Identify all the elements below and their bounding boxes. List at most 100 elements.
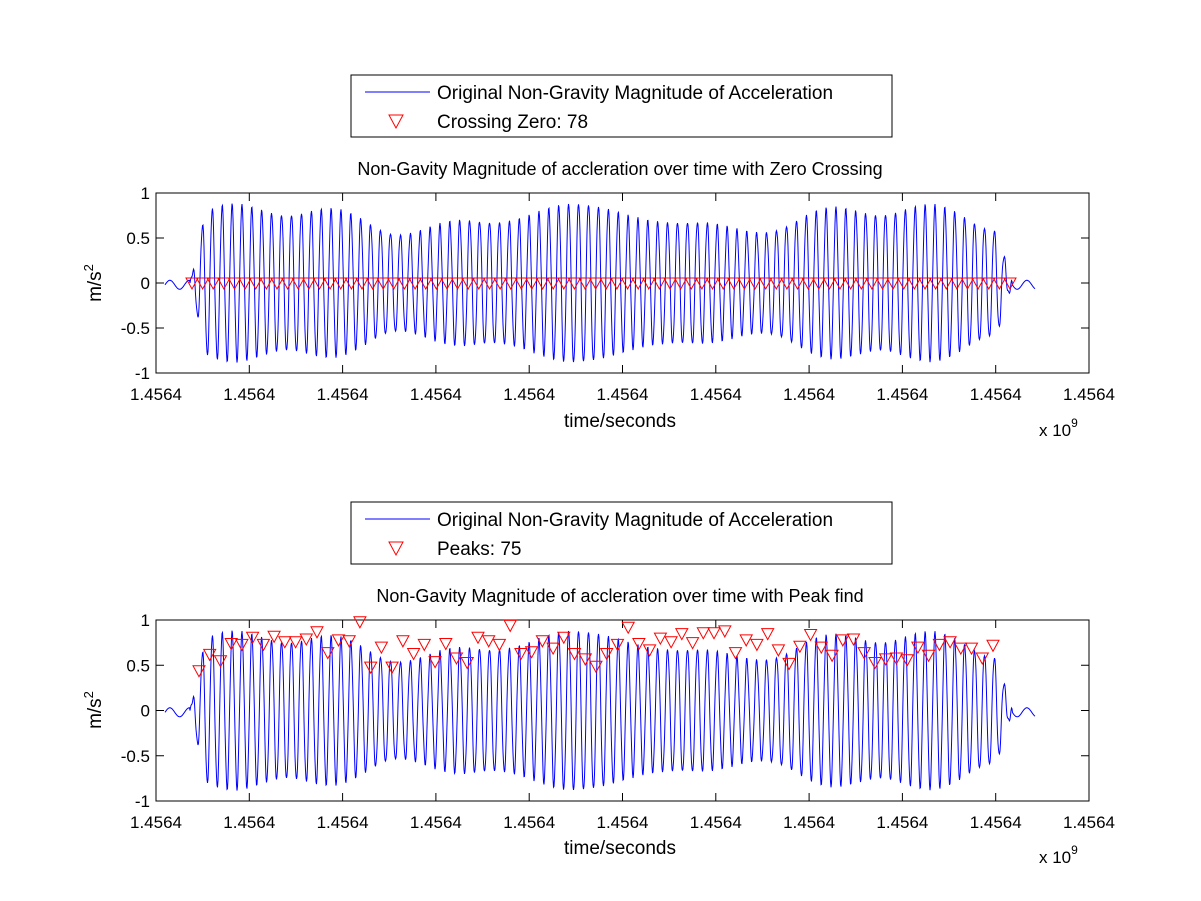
x-exponent-label: x 109 xyxy=(1039,416,1078,440)
x-tick-labels: 1.4564 1.4564 1.4564 1.4564 1.4564 1.4564 1.45… xyxy=(130,385,1115,404)
peak-marker xyxy=(632,638,646,651)
zero-crossing-marker xyxy=(259,277,274,291)
zero-crossing-marker xyxy=(928,277,943,291)
zero-crossing-marker xyxy=(248,277,263,291)
y-tick-label: 0 xyxy=(141,274,150,293)
peak-marker xyxy=(235,638,249,652)
peak-marker xyxy=(857,647,872,660)
peak-marker xyxy=(514,648,528,661)
peak-marker xyxy=(567,648,582,661)
zero-crossing-marker xyxy=(386,277,401,291)
legend-label-markers: Peaks: 75 xyxy=(437,539,522,560)
zero-crossing-marker xyxy=(950,277,964,291)
legend-label-signal: Original Non-Gravity Magnitude of Accele… xyxy=(437,510,833,531)
y-tick-label: -0.5 xyxy=(121,747,150,766)
zero-crossing-marker xyxy=(886,277,900,291)
signal-line xyxy=(164,630,1036,791)
x-tick-label: 1.4564 xyxy=(783,813,835,832)
legend-top: Original Non-Gravity Magnitude of Accele… xyxy=(350,74,893,138)
peak-marker xyxy=(760,628,775,641)
peak-marker xyxy=(320,647,335,660)
peak-marker xyxy=(374,641,389,655)
zero-crossing-marker xyxy=(302,277,316,291)
x-axis-label: time/seconds xyxy=(564,838,676,859)
zero-crossing-marker xyxy=(578,277,592,291)
subplot-zero-crossing: Original Non-Gravity Magnitude of Accele… xyxy=(81,74,1115,440)
y-axis-label: m/s2 xyxy=(81,264,106,302)
y-tick-label: 0 xyxy=(141,702,150,721)
zero-crossing-marker xyxy=(355,277,369,291)
axis-ticks xyxy=(155,619,1090,802)
zero-crossing-marker xyxy=(737,277,752,291)
peak-marker xyxy=(245,631,260,645)
peak-marker xyxy=(524,646,539,659)
peak-marker xyxy=(728,647,743,660)
zero-crossing-marker xyxy=(397,277,412,291)
peak-marker xyxy=(503,619,518,633)
zero-crossing-marker xyxy=(280,277,295,291)
peak-marker xyxy=(417,638,432,652)
zero-crossing-marker xyxy=(726,277,741,291)
zero-crossing-marker xyxy=(503,277,518,291)
zero-crossing-marker xyxy=(822,277,837,291)
peak-marker xyxy=(696,627,711,640)
peak-marker xyxy=(535,635,550,648)
zero-crossing-marker xyxy=(705,277,720,291)
peak-marker xyxy=(814,641,829,655)
x-tick-label: 1.4564 xyxy=(1063,385,1115,404)
zero-crossing-marker xyxy=(992,277,1007,291)
zero-crossing-marker xyxy=(270,277,284,291)
peak-marker xyxy=(471,631,485,645)
x-tick-label: 1.4564 xyxy=(876,813,928,832)
signal-series xyxy=(164,203,1036,363)
zero-crossing-marker xyxy=(493,277,507,291)
peak-marker xyxy=(256,638,271,652)
signal-series xyxy=(164,630,1036,791)
peak-marker xyxy=(707,627,721,640)
y-tick-labels: -1 -0.5 0 0.5 1 xyxy=(121,611,150,811)
x-tick-label: 1.4564 xyxy=(690,385,742,404)
zero-crossing-marker xyxy=(641,277,656,291)
peak-marker xyxy=(674,628,689,641)
x-tick-label: 1.4564 xyxy=(503,813,555,832)
zero-crossing-marker xyxy=(620,277,635,291)
zero-crossing-marker xyxy=(652,277,667,291)
zero-crossing-marker xyxy=(695,277,709,291)
chart-title: Non-Gavity Magnitude of accleration over… xyxy=(376,586,863,606)
zero-crossing-marker xyxy=(535,277,550,291)
peak-marker xyxy=(803,629,818,642)
x-tick-label: 1.4564 xyxy=(410,385,462,404)
zero-crossing-marker xyxy=(567,277,582,291)
x-tick-label: 1.4564 xyxy=(223,813,275,832)
peak-marker xyxy=(267,630,281,644)
zero-crossing-marker xyxy=(1003,277,1017,291)
axis-ticks xyxy=(155,192,1090,374)
zero-crossing-marker xyxy=(525,277,539,291)
zero-crossing-marker xyxy=(631,277,646,291)
peak-marker xyxy=(288,636,303,649)
peak-marker xyxy=(717,625,732,638)
zero-crossing-marker xyxy=(758,277,773,291)
y-tick-label: -1 xyxy=(135,364,150,383)
zero-crossing-marker xyxy=(450,277,465,291)
x-tick-label: 1.4564 xyxy=(130,385,182,404)
x-exponent-power: 9 xyxy=(1071,416,1078,430)
legend-label-signal: Original Non-Gravity Magnitude of Accele… xyxy=(437,83,833,104)
zero-crossing-marker xyxy=(227,277,242,291)
legend-marker-swatch xyxy=(388,114,404,130)
x-tick-label: 1.4564 xyxy=(783,385,835,404)
zero-crossing-marker xyxy=(195,277,210,291)
x-tick-label: 1.4564 xyxy=(223,385,275,404)
peak-marker xyxy=(739,634,754,647)
zero-crossing-marker xyxy=(344,277,359,291)
peak-marker xyxy=(889,652,904,666)
legend-label-markers: Crossing Zero: 78 xyxy=(437,112,588,133)
zero-crossing-marker xyxy=(673,277,688,291)
peak-marker xyxy=(353,616,367,629)
x-axis-label: time/seconds xyxy=(564,411,676,432)
peak-marker xyxy=(492,638,507,652)
peak-marker xyxy=(428,656,442,669)
peak-marker xyxy=(438,638,453,651)
peak-marker xyxy=(610,638,625,652)
